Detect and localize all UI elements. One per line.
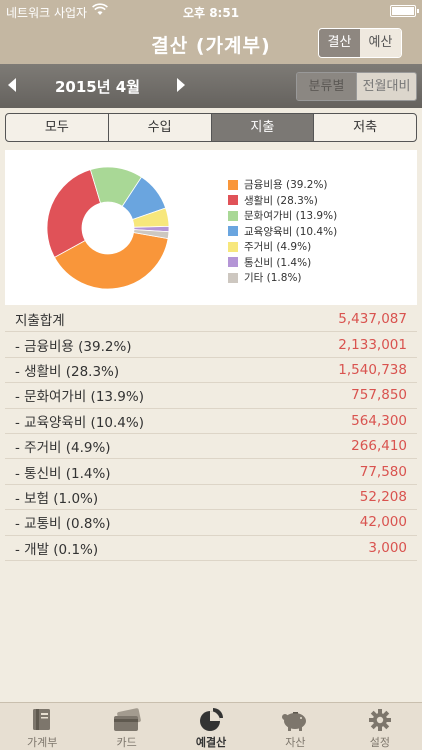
table-row[interactable]: - 문화여가비 (13.9%) 757,850 [5,383,417,409]
settlement-segment[interactable]: 결산 [319,29,360,57]
filter-income[interactable]: 수입 [107,114,211,141]
pie-chart-icon [198,708,224,736]
legend-item: 문화여가비 (13.9%) [228,208,337,224]
row-label: - 통신비 (1.4%) [15,465,111,482]
legend-item: 교육양육비 (10.4%) [228,224,337,240]
pie-slice [53,232,169,290]
chart-legend: 금융비용 (39.2%) 생활비 (28.3%) 문화여가비 (13.9%) 교육양육… [228,177,337,286]
tab-card[interactable]: 카드 [84,703,168,750]
table-row[interactable]: - 교통비 (0.8%) 42,000 [5,510,417,536]
row-value: 42,000 [359,514,407,531]
table-row[interactable]: - 통신비 (1.4%) 77,580 [5,459,417,485]
row-label: - 문화여가비 (13.9%) [15,389,144,406]
settlement-budget-switch: 결산 예산 [318,28,402,58]
legend-item: 주거비 (4.9%) [228,239,337,255]
chart-panel: 금융비용 (39.2%) 생활비 (28.3%) 문화여가비 (13.9%) 교육양육… [5,150,417,305]
chevron-left-icon[interactable] [8,78,16,92]
budget-segment[interactable]: 예산 [360,29,401,57]
expense-table: 지출합계 5,437,087 - 금융비용 (39.2%) 2,133,001- … [5,307,417,561]
tab-label-settlement: 예결산 [195,736,227,749]
legend-label: 금융비용 (39.2%) [244,179,328,192]
table-row[interactable]: - 보험 (1.0%) 52,208 [5,485,417,511]
row-label: - 금융비용 (39.2%) [15,338,132,355]
tab-assets[interactable]: 자산 [253,703,337,750]
status-bar: 네트워크 사업자 오후 8:51 [0,0,422,22]
tab-label-card: 카드 [116,736,137,749]
pie-slice [46,169,102,258]
filter-all[interactable]: 모두 [44,120,69,135]
legend-swatch [228,210,238,221]
filter-expense[interactable]: 지출 [210,114,314,141]
table-row[interactable]: - 주거비 (4.9%) 266,410 [5,434,417,460]
clock-time: 오후 8:51 [182,6,240,20]
legend-swatch [228,226,238,237]
legend-swatch [228,272,238,283]
table-row[interactable]: - 생활비 (28.3%) 1,540,738 [5,358,417,384]
gear-icon [368,708,392,736]
tab-ledger[interactable]: 가계부 [0,703,84,750]
card-icon [112,708,142,736]
row-label: - 주거비 (4.9%) [15,440,111,457]
legend-label: 기타 (1.8%) [244,272,302,285]
carrier-label: 네트워크 사업자 [6,6,88,20]
filter-savings[interactable]: 저축 [313,114,416,141]
legend-label: 교육양육비 (10.4%) [244,225,338,238]
row-value: 1,540,738 [338,361,407,378]
tab-label-settings: 설정 [369,736,390,749]
piggy-bank-icon [280,708,310,736]
view-mode-switch: 분류별 전월대비 [296,72,417,101]
row-label: - 교통비 (0.8%) [15,516,111,533]
type-filter: 모두 수입 지출 저축 [5,113,417,142]
by-category-segment[interactable]: 분류별 [297,73,356,100]
month-label[interactable]: 2015년 4월 [54,78,140,96]
total-label: 지출합계 [15,313,65,330]
table-row[interactable]: - 교육양육비 (10.4%) 564,300 [5,409,417,434]
legend-swatch [228,179,238,190]
row-value: 266,410 [351,438,407,455]
row-label: - 생활비 (28.3%) [15,363,120,380]
row-value: 52,208 [359,488,407,505]
wifi-icon [92,2,108,21]
total-row: 지출합계 5,437,087 [5,307,417,333]
row-value: 564,300 [351,412,407,429]
legend-item: 금융비용 (39.2%) [228,177,337,193]
legend-label: 주거비 (4.9%) [244,241,312,254]
legend-label: 문화여가비 (13.9%) [244,210,338,223]
battery-icon [390,5,419,17]
chevron-right-icon[interactable] [177,78,185,92]
row-label: - 개발 (0.1%) [15,541,99,558]
nav-bar: 결산 (가계부) 결산 예산 [0,22,422,64]
book-icon [31,708,53,736]
legend-swatch [228,257,238,268]
table-row[interactable]: - 금융비용 (39.2%) 2,133,001 [5,332,417,358]
row-value: 77,580 [359,463,407,480]
pie-slice [133,229,170,240]
donut-chart [46,166,170,290]
legend-label: 생활비 (28.3%) [244,194,318,207]
row-value: 2,133,001 [338,336,407,353]
legend-item: 기타 (1.8%) [228,270,337,286]
row-label: - 보험 (1.0%) [15,490,99,507]
tab-settlement[interactable]: 예결산 [169,703,253,750]
row-value: 3,000 [368,539,407,556]
tab-settings[interactable]: 설정 [338,703,422,750]
legend-item: 통신비 (1.4%) [228,255,337,271]
table-row[interactable]: - 개발 (0.1%) 3,000 [5,536,417,561]
row-value: 757,850 [351,387,407,404]
page-title: 결산 (가계부) [151,35,271,57]
tab-label-ledger: 가계부 [27,736,58,749]
legend-swatch [228,195,238,206]
total-value: 5,437,087 [338,311,407,328]
tab-bar: 가계부 카드 예결산 자산 설정 [0,702,422,750]
legend-label: 통신비 (1.4%) [244,256,312,269]
row-label: - 교육양육비 (10.4%) [15,414,144,431]
legend-swatch [228,241,238,252]
month-bar: 2015년 4월 분류별 전월대비 [0,64,422,108]
legend-item: 생활비 (28.3%) [228,193,337,209]
vs-last-month-segment[interactable]: 전월대비 [356,73,416,100]
tab-label-assets: 자산 [285,736,306,749]
